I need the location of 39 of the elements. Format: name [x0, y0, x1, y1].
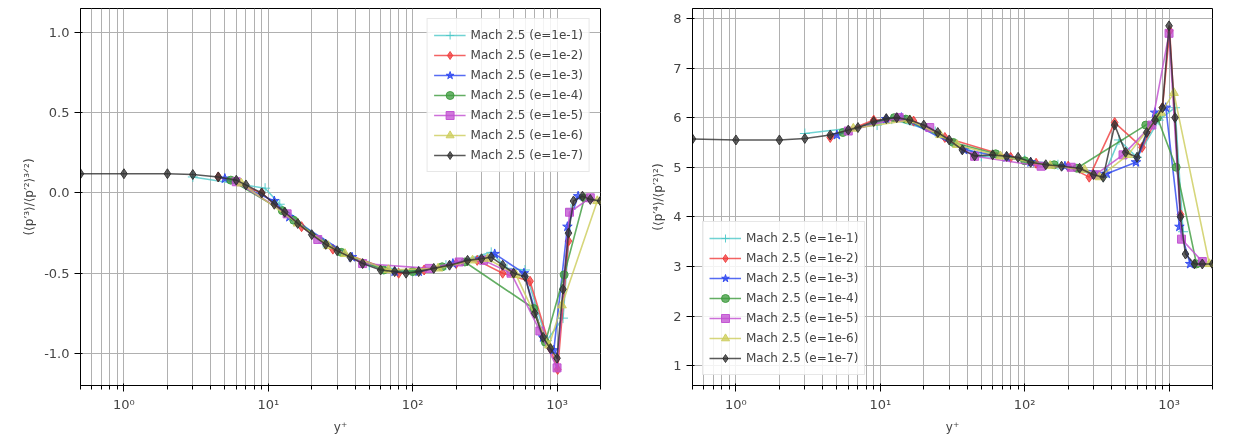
legend-label: Mach 2.5 (e=1e-3)	[746, 271, 859, 285]
legend-label: Mach 2.5 (e=1e-4)	[746, 291, 859, 305]
y-tick-label: 7	[673, 60, 682, 76]
legend-label: Mach 2.5 (e=1e-1)	[470, 28, 583, 42]
y-tick-label: -0.5	[44, 265, 70, 281]
legend-label: Mach 2.5 (e=1e-7)	[746, 351, 859, 365]
legend-label: Mach 2.5 (e=1e-2)	[746, 251, 859, 265]
y-tick-label: 1.0	[48, 25, 70, 41]
legend-label: Mach 2.5 (e=1e-4)	[470, 88, 583, 102]
x-axis-title: y⁺	[945, 419, 960, 434]
legend-label: Mach 2.5 (e=1e-2)	[470, 48, 583, 62]
y-axis-title: (⟨p′⁴⟩/⟨p′²⟩²)	[651, 163, 666, 231]
y-tick-label: 0.5	[48, 105, 70, 121]
legend-label: Mach 2.5 (e=1e-5)	[746, 311, 859, 325]
legend-label: Mach 2.5 (e=1e-3)	[470, 68, 583, 82]
y-tick-label: 2	[673, 308, 682, 324]
x-tick-label: 10²	[1013, 396, 1036, 412]
legend-label: Mach 2.5 (e=1e-7)	[470, 148, 583, 162]
y-tick-label: 4	[673, 209, 682, 225]
y-axis-title: (⟨p′³⟩/⟨p′²⟩³ᐟ²)	[22, 158, 37, 236]
y-tick-label: -1.0	[44, 345, 70, 361]
y-tick-label: 3	[673, 258, 682, 274]
y-tick-label: 6	[673, 110, 682, 126]
y-tick-label: 8	[673, 10, 682, 26]
legend-label: Mach 2.5 (e=1e-5)	[470, 108, 583, 122]
legend-label: Mach 2.5 (e=1e-1)	[746, 231, 859, 245]
x-tick-label: 10¹	[257, 396, 280, 412]
x-tick-label: 10⁰	[725, 396, 747, 412]
x-tick-label: 10²	[401, 396, 424, 412]
x-tick-label: 10³	[1158, 396, 1180, 412]
legend-label: Mach 2.5 (e=1e-6)	[746, 331, 859, 345]
x-axis-title: y⁺	[333, 419, 348, 434]
x-tick-label: 10¹	[869, 396, 892, 412]
x-tick-label: 10⁰	[113, 396, 135, 412]
legend-label: Mach 2.5 (e=1e-6)	[470, 128, 583, 142]
x-tick-label: 10³	[546, 396, 568, 412]
y-tick-label: 0.0	[48, 185, 70, 201]
y-tick-label: 5	[673, 159, 682, 175]
y-tick-label: 1	[673, 358, 682, 374]
